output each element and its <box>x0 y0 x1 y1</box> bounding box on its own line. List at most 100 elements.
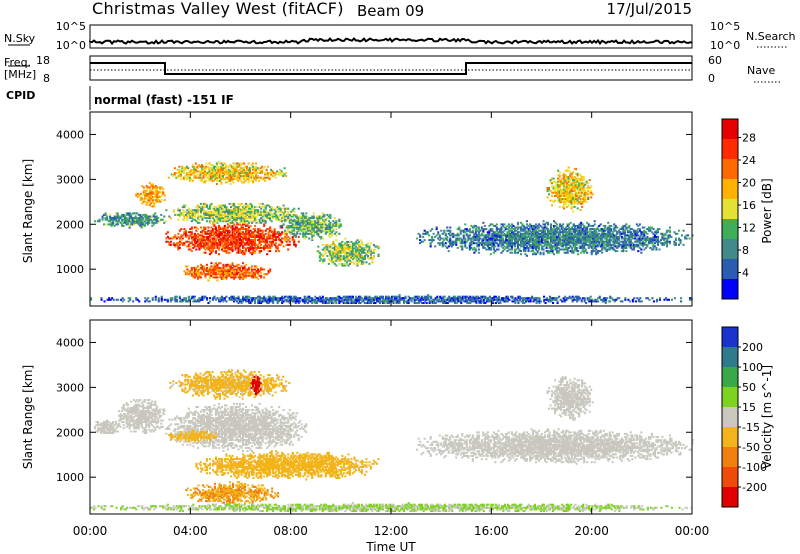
power-cell <box>145 213 148 216</box>
power-cell <box>231 262 234 265</box>
power-cell <box>327 231 330 234</box>
power-cell <box>522 240 525 243</box>
power-cell <box>233 271 236 274</box>
power-cell <box>266 300 269 303</box>
power-cell <box>211 276 214 279</box>
power-cell <box>245 235 248 238</box>
power-cell <box>447 240 450 243</box>
power-cell <box>190 270 193 273</box>
power-cell <box>533 234 536 237</box>
power-cell <box>215 172 218 174</box>
power-cell <box>507 248 510 251</box>
power-cell <box>213 221 216 224</box>
power-cell <box>213 268 216 271</box>
power-cell <box>495 229 498 232</box>
power-cell <box>131 212 134 215</box>
power-cell <box>217 218 220 221</box>
power-cell <box>148 200 151 203</box>
power-cell <box>517 295 520 298</box>
power-cell <box>144 197 147 200</box>
power-cell <box>233 220 236 223</box>
power-cell <box>202 228 205 231</box>
power-cell <box>494 298 497 301</box>
power-cell <box>285 295 288 298</box>
power-cell <box>193 210 196 213</box>
power-cell <box>299 232 302 235</box>
power-cell <box>621 300 624 303</box>
power-cell <box>357 297 360 300</box>
power-cell <box>533 253 536 256</box>
power-cell <box>257 212 260 215</box>
power-cell <box>646 297 649 300</box>
power-cell <box>308 229 311 232</box>
power-cell <box>297 207 300 210</box>
power-cell <box>293 228 296 231</box>
power-cell <box>239 239 242 242</box>
power-cell <box>426 231 429 234</box>
power-cell <box>234 242 237 245</box>
power-cell <box>198 239 201 242</box>
power-cell <box>187 243 190 246</box>
power-cell <box>243 268 246 271</box>
power-cell <box>365 297 368 300</box>
power-cell <box>450 240 453 243</box>
power-cell <box>265 173 268 176</box>
power-cell <box>503 226 506 229</box>
power-cell <box>515 239 518 242</box>
power-cell <box>216 234 219 237</box>
power-cell <box>124 215 127 218</box>
power-cell <box>497 234 500 237</box>
power-cell <box>377 253 380 256</box>
power-cell <box>272 232 275 235</box>
power-cell <box>509 237 512 240</box>
power-cell <box>312 229 315 232</box>
power-cell <box>539 243 542 246</box>
power-cell <box>246 231 249 234</box>
power-cell <box>459 237 462 240</box>
power-cell <box>243 170 246 173</box>
power-cell <box>498 242 501 245</box>
power-cell <box>219 215 222 218</box>
power-cell <box>198 297 201 300</box>
power-cell <box>222 218 225 221</box>
power-cell <box>536 246 539 249</box>
power-cell <box>208 173 211 176</box>
power-cell <box>212 179 215 182</box>
power-cell <box>233 242 236 245</box>
power-cell <box>211 179 214 182</box>
power-cell <box>234 298 237 301</box>
power-cell <box>213 224 216 227</box>
power-cell <box>345 300 348 303</box>
power-cell <box>226 176 229 179</box>
power-cell <box>225 234 228 237</box>
power-cell <box>240 240 243 243</box>
power-cell <box>227 209 230 212</box>
power-cell <box>223 271 226 274</box>
power-cell <box>219 207 222 210</box>
power-cell <box>201 204 204 207</box>
power-cell <box>223 226 226 229</box>
power-cell <box>166 300 169 303</box>
power-cell <box>284 215 287 218</box>
power-cell <box>480 239 483 242</box>
power-cell <box>168 237 171 240</box>
power-cell <box>479 295 482 298</box>
power-cell <box>279 168 282 171</box>
power-cell <box>345 253 348 256</box>
power-cell <box>196 176 199 179</box>
power-cell <box>347 259 350 262</box>
power-cell <box>249 266 252 269</box>
power-cell <box>204 276 207 279</box>
power-cell <box>477 237 480 240</box>
power-cell <box>338 220 341 223</box>
power-cell <box>372 250 375 253</box>
power-cell <box>529 298 532 301</box>
power-cell <box>237 240 240 243</box>
power-cell <box>237 179 240 182</box>
power-cell <box>210 242 213 245</box>
power-cell <box>163 194 166 197</box>
power-cell <box>177 218 180 221</box>
power-cell <box>220 234 223 237</box>
power-cell <box>249 234 252 237</box>
power-cell <box>236 270 239 273</box>
